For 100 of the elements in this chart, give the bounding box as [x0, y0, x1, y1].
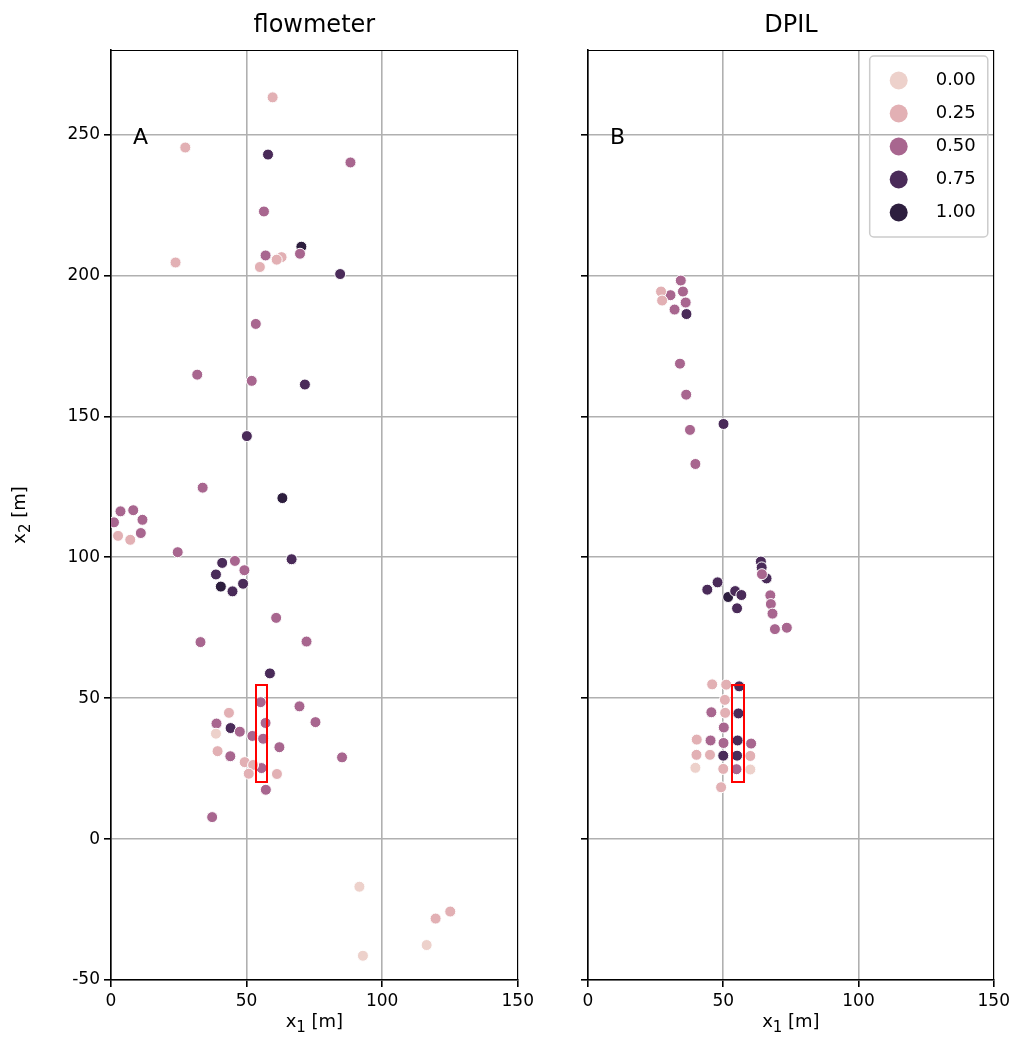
- x-axis-title: x$_{1}$ [m]: [761, 1010, 821, 1036]
- point: [112, 529, 125, 542]
- chart-title: flowmeter: [252, 10, 377, 38]
- point: [717, 736, 730, 749]
- point: [717, 749, 730, 762]
- point: [233, 725, 246, 738]
- point: [211, 745, 224, 758]
- point: [680, 308, 693, 321]
- point: [293, 700, 306, 713]
- x-tick-label: 50: [712, 989, 735, 1010]
- y-tick-label: 150: [67, 404, 100, 425]
- legend-label: 1.00: [935, 200, 976, 222]
- annotation: B: [610, 123, 626, 149]
- x-axis-title: x$_{1}$ [m]: [284, 1010, 345, 1036]
- point: [259, 783, 272, 796]
- point: [179, 141, 192, 154]
- point: [196, 481, 209, 494]
- point: [194, 636, 207, 649]
- point: [169, 256, 182, 269]
- point: [689, 761, 702, 774]
- point: [656, 294, 669, 307]
- annotation: A: [133, 123, 149, 149]
- point: [420, 939, 433, 952]
- point: [336, 751, 349, 764]
- point: [717, 762, 730, 775]
- point: [755, 568, 768, 581]
- point: [300, 635, 313, 648]
- point: [136, 513, 149, 526]
- point: [719, 706, 732, 719]
- point: [668, 303, 681, 316]
- point: [356, 949, 369, 962]
- point: [768, 623, 781, 636]
- point: [780, 621, 793, 634]
- point: [263, 667, 276, 680]
- point: [680, 388, 693, 401]
- point: [674, 274, 687, 287]
- legend-label: 0.25: [935, 101, 976, 123]
- point: [344, 156, 357, 169]
- point: [262, 148, 275, 161]
- x-tick-label: 150: [501, 989, 534, 1010]
- point: [690, 748, 703, 761]
- point: [245, 374, 258, 387]
- y-tick-label: 250: [67, 122, 100, 143]
- point: [114, 505, 127, 518]
- point: [720, 678, 733, 691]
- point: [206, 811, 219, 824]
- point: [689, 457, 702, 470]
- point: [676, 285, 689, 298]
- x-tick-label: 100: [842, 989, 875, 1010]
- point: [718, 693, 731, 706]
- point: [690, 733, 703, 746]
- point: [224, 722, 237, 735]
- point: [124, 533, 137, 546]
- point: [679, 296, 692, 309]
- x-tick-label: 0: [105, 989, 117, 1010]
- point: [237, 577, 250, 590]
- point: [334, 268, 347, 281]
- point: [210, 717, 223, 730]
- point: [701, 583, 714, 596]
- point: [766, 607, 779, 620]
- point: [209, 727, 222, 740]
- point: [134, 527, 147, 540]
- point: [744, 763, 757, 776]
- point: [270, 253, 283, 266]
- point: [285, 553, 298, 566]
- point: [717, 721, 730, 734]
- point: [294, 247, 307, 260]
- point: [270, 611, 283, 624]
- point: [226, 585, 239, 598]
- point: [715, 781, 728, 794]
- point: [444, 905, 457, 918]
- point: [216, 556, 229, 569]
- point: [735, 589, 748, 602]
- point: [706, 678, 719, 691]
- point: [273, 741, 286, 754]
- point: [127, 504, 140, 517]
- point: [259, 249, 272, 262]
- point: [191, 368, 204, 381]
- point: [717, 417, 730, 430]
- y-tick-label: 0: [89, 827, 100, 848]
- x-tick-label: 0: [582, 989, 594, 1010]
- point: [298, 378, 311, 391]
- point: [249, 317, 262, 330]
- point: [242, 767, 255, 780]
- point: [224, 750, 237, 763]
- y-tick-label: 200: [67, 263, 100, 284]
- point: [276, 492, 289, 505]
- point: [353, 880, 366, 893]
- point: [704, 734, 717, 747]
- y-tick-label: 50: [78, 686, 100, 707]
- legend-label: 0.75: [935, 167, 976, 189]
- point: [240, 430, 253, 443]
- y-tick-label: -50: [72, 968, 100, 989]
- x-tick-label: 150: [977, 989, 1010, 1010]
- x-tick-label: 100: [365, 989, 399, 1010]
- y-tick-label: 100: [67, 545, 100, 566]
- point: [222, 706, 235, 719]
- point: [673, 357, 686, 370]
- point: [214, 580, 227, 593]
- chart-title: DPIL: [763, 10, 819, 38]
